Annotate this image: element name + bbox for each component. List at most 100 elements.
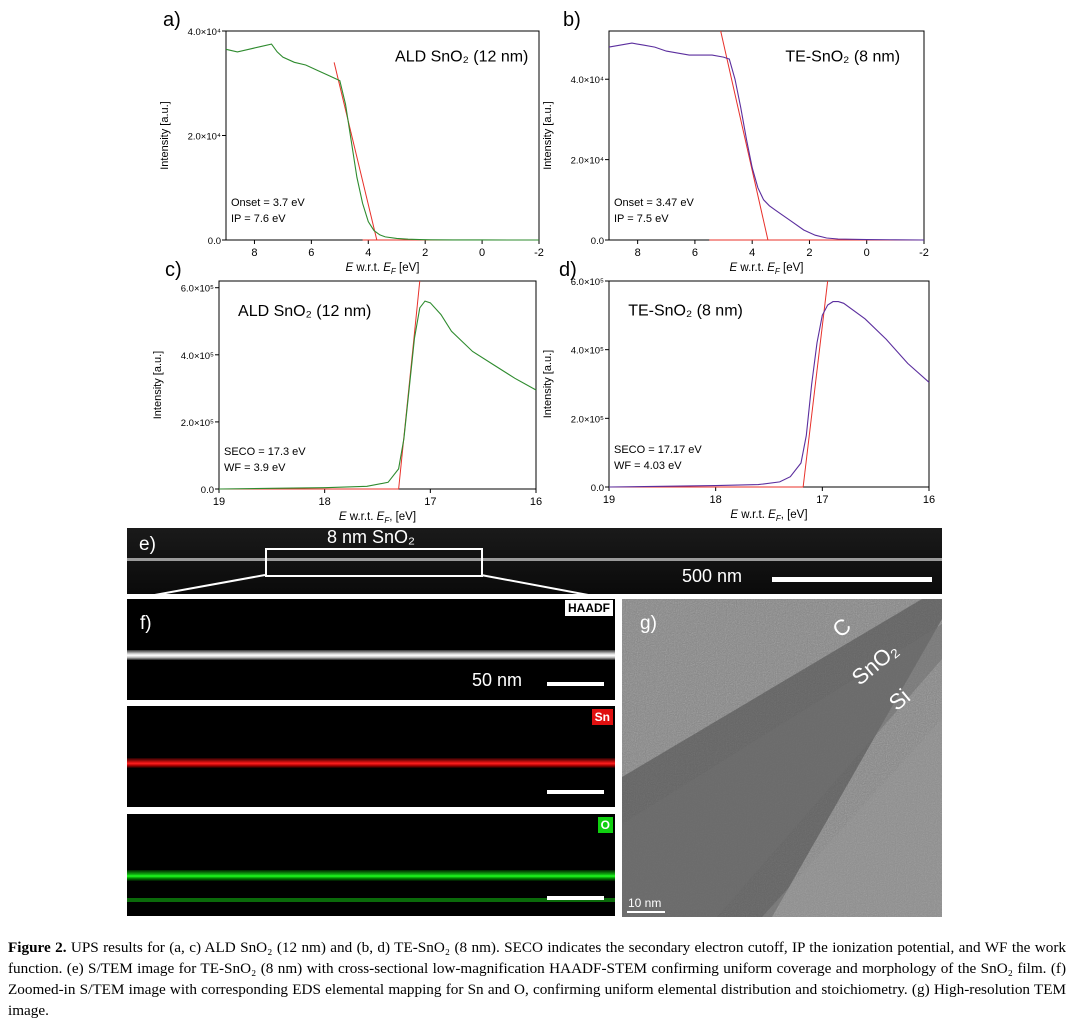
haadf-film xyxy=(127,650,615,660)
o-map-image: O xyxy=(127,814,615,916)
x-tick-label: -2 xyxy=(919,247,929,259)
chart-1: a) 8 6 4 2 0 -2 0.0 2.0×10⁴ 4.0×10⁴ E w.r.t. EF [e… xyxy=(159,9,544,276)
y-axis-label: Intensity [a.u.] xyxy=(159,101,171,169)
o-film xyxy=(127,870,615,881)
x-tick-label: 18 xyxy=(710,494,722,506)
chart-3: c) 19 18 17 16 0.0 2.0×10⁵ 4.0×10⁵ 6.0×10⁵ E w.r.… xyxy=(152,259,542,525)
chart-annotation: IP = 7.5 eV xyxy=(614,213,669,225)
x-tick-label: 17 xyxy=(424,496,436,508)
tag-sn: Sn xyxy=(591,709,613,725)
stem-overview-image: 8 nm SnO₂ 500 nm xyxy=(127,528,942,594)
panel-label: a) xyxy=(163,9,181,31)
f-scale-bar xyxy=(547,682,604,686)
scale-bar xyxy=(772,577,932,582)
x-axis-label: E w.r.t. EF [eV] xyxy=(346,262,420,276)
y-tick-label: 2.0×10⁴ xyxy=(188,132,221,143)
sn-film xyxy=(127,758,615,768)
y-axis-label: Intensity [a.u.] xyxy=(542,350,554,418)
tag-o: O xyxy=(597,817,613,833)
chart-annotation: WF = 3.9 eV xyxy=(224,462,286,474)
panel-label: c) xyxy=(165,259,182,281)
chart-2: b) 8 6 4 2 0 -2 0.0 2.0×10⁴ 4.0×10⁴ E w.r.t. EF [e… xyxy=(542,9,929,276)
x-axis-label: E w.r.t. EF, [eV] xyxy=(730,509,807,523)
x-tick-label: 19 xyxy=(603,494,615,506)
hrtem-image: C SnO₂ Si 10 nm xyxy=(622,599,942,917)
g-scale-label: 10 nm xyxy=(628,896,662,910)
y-tick-label: 0.0 xyxy=(591,483,604,494)
caption-text: UPS results for (a, c) ALD SnO₂ (12 nm) … xyxy=(8,939,1066,1019)
x-tick-label: 16 xyxy=(530,496,542,508)
x-tick-label: 2 xyxy=(806,247,812,259)
tag-haadf: HAADF xyxy=(565,600,613,616)
zoom-box xyxy=(265,548,483,577)
y-tick-label: 0.0 xyxy=(591,236,604,247)
x-tick-label: -2 xyxy=(534,247,544,259)
y-tick-label: 0.0 xyxy=(201,485,214,496)
chart-annotation: SECO = 17.17 eV xyxy=(614,444,702,456)
data-series xyxy=(218,300,537,490)
chart-annotation: SECO = 17.3 eV xyxy=(224,446,306,458)
film-line xyxy=(127,558,942,561)
y-tick-label: 4.0×10⁴ xyxy=(188,27,221,38)
panel-label-g: g) xyxy=(640,613,657,634)
x-axis-label: E w.r.t. EF [eV] xyxy=(730,262,804,276)
x-tick-label: 0 xyxy=(864,247,870,259)
hrtem-texture xyxy=(622,599,942,917)
chart-title: ALD SnO₂ (12 nm) xyxy=(395,49,528,66)
x-tick-label: 16 xyxy=(923,494,935,506)
y-tick-label: 6.0×10⁵ xyxy=(181,284,214,295)
chart-title: TE-SnO₂ (8 nm) xyxy=(628,303,743,320)
y-tick-label: 2.0×10⁵ xyxy=(571,414,604,425)
sn-map-image: Sn xyxy=(127,706,615,807)
caption-lead: Figure 2. xyxy=(8,939,67,956)
x-tick-label: 4 xyxy=(749,247,755,259)
chart-title: TE-SnO₂ (8 nm) xyxy=(785,49,900,66)
o-scale-bar xyxy=(547,896,604,900)
x-tick-label: 4 xyxy=(365,247,371,259)
chart-title: ALD SnO₂ (12 nm) xyxy=(238,303,371,320)
y-axis-label: Intensity [a.u.] xyxy=(152,351,164,419)
film-label: 8 nm SnO₂ xyxy=(327,528,416,547)
fit-line xyxy=(802,280,829,488)
x-tick-label: 6 xyxy=(692,247,698,259)
figure-caption: Figure 2. UPS results for (a, c) ALD SnO… xyxy=(8,937,1066,1021)
y-tick-label: 0.0 xyxy=(208,236,221,247)
y-tick-label: 4.0×10⁴ xyxy=(571,75,604,86)
panel-label-e: e) xyxy=(139,534,156,555)
y-tick-label: 6.0×10⁵ xyxy=(571,277,604,288)
x-tick-label: 17 xyxy=(816,494,828,506)
haadf-image: HAADF 50 nm xyxy=(127,599,615,700)
x-tick-label: 8 xyxy=(635,247,641,259)
x-tick-label: 18 xyxy=(319,496,331,508)
x-tick-label: 19 xyxy=(213,496,225,508)
panel-label: b) xyxy=(563,9,581,31)
chart-annotation: Onset = 3.47 eV xyxy=(614,197,694,209)
y-axis-label: Intensity [a.u.] xyxy=(542,101,554,169)
chart-annotation: Onset = 3.7 eV xyxy=(231,197,305,209)
fit-line xyxy=(720,30,769,241)
o-substrate-line xyxy=(127,898,615,902)
y-tick-label: 2.0×10⁵ xyxy=(181,418,214,429)
y-tick-label: 4.0×10⁵ xyxy=(571,346,604,357)
x-tick-label: 6 xyxy=(308,247,314,259)
x-tick-label: 2 xyxy=(422,247,428,259)
chart-4: d) 19 18 17 16 0.0 2.0×10⁵ 4.0×10⁵ 6.0×10⁵ E w.r.… xyxy=(542,259,935,523)
x-tick-label: 8 xyxy=(251,247,257,259)
zoom-connector xyxy=(126,574,616,601)
g-scale-bar xyxy=(627,911,665,913)
f-scale-label: 50 nm xyxy=(472,670,523,690)
fit-line xyxy=(333,62,378,241)
panel-label-f: f) xyxy=(140,613,152,634)
ups-charts: a) 8 6 4 2 0 -2 0.0 2.0×10⁴ 4.0×10⁴ E w.r.t. EF [e… xyxy=(152,9,935,525)
panel-label: d) xyxy=(559,259,577,281)
y-tick-label: 4.0×10⁵ xyxy=(181,351,214,362)
chart-annotation: WF = 4.03 eV xyxy=(614,460,682,472)
sn-scale-bar xyxy=(547,790,604,794)
scale-label: 500 nm xyxy=(682,566,743,586)
data-series xyxy=(225,43,539,241)
data-series xyxy=(608,42,925,241)
x-axis-label: E w.r.t. EF, [eV] xyxy=(339,511,416,525)
x-tick-label: 0 xyxy=(479,247,485,259)
chart-annotation: IP = 7.6 eV xyxy=(231,213,286,225)
y-tick-label: 2.0×10⁴ xyxy=(571,156,604,167)
